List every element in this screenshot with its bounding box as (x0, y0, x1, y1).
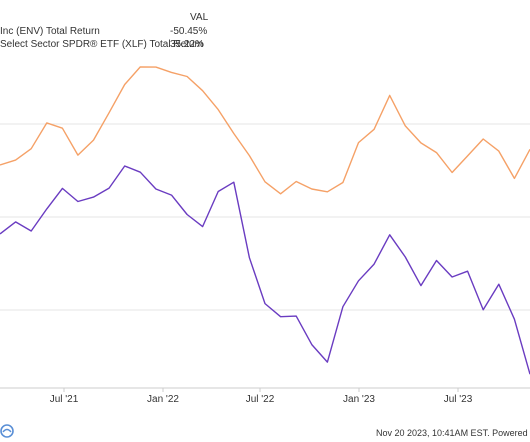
legend-label-xlf: Select Sector SPDR® ETF (XLF) Total Retu… (0, 39, 204, 50)
legend-value-env: -50.45% (170, 26, 208, 37)
x-axis-ticks: Jul '21 Jan '22 Jul '22 Jan '23 Jul '23 (50, 388, 473, 405)
series-line-0 (0, 66, 530, 195)
series-lines (0, 66, 530, 375)
gridlines (0, 123, 530, 389)
footer-timestamp: Nov 20 2023, 10:41AM EST. Powered by (376, 428, 530, 438)
legend-value-xlf: 35.22% (170, 39, 204, 50)
x-tick-label-3: Jan '23 (343, 394, 375, 405)
x-tick-label-4: Jul '23 (444, 394, 473, 405)
x-tick-label-0: Jul '21 (50, 394, 79, 405)
footer: Nov 20 2023, 10:41AM EST. Powered by (0, 410, 530, 442)
watermark-logo-icon (0, 424, 14, 438)
x-tick-label-1: Jan '22 (147, 394, 179, 405)
legend: VAL Inc (ENV) Total Return -50.45% Selec… (0, 0, 530, 54)
series-line-1 (0, 165, 530, 375)
legend-value-header: VAL (190, 12, 209, 23)
x-tick-label-2: Jul '22 (246, 394, 275, 405)
legend-label-env: Inc (ENV) Total Return (0, 26, 100, 37)
